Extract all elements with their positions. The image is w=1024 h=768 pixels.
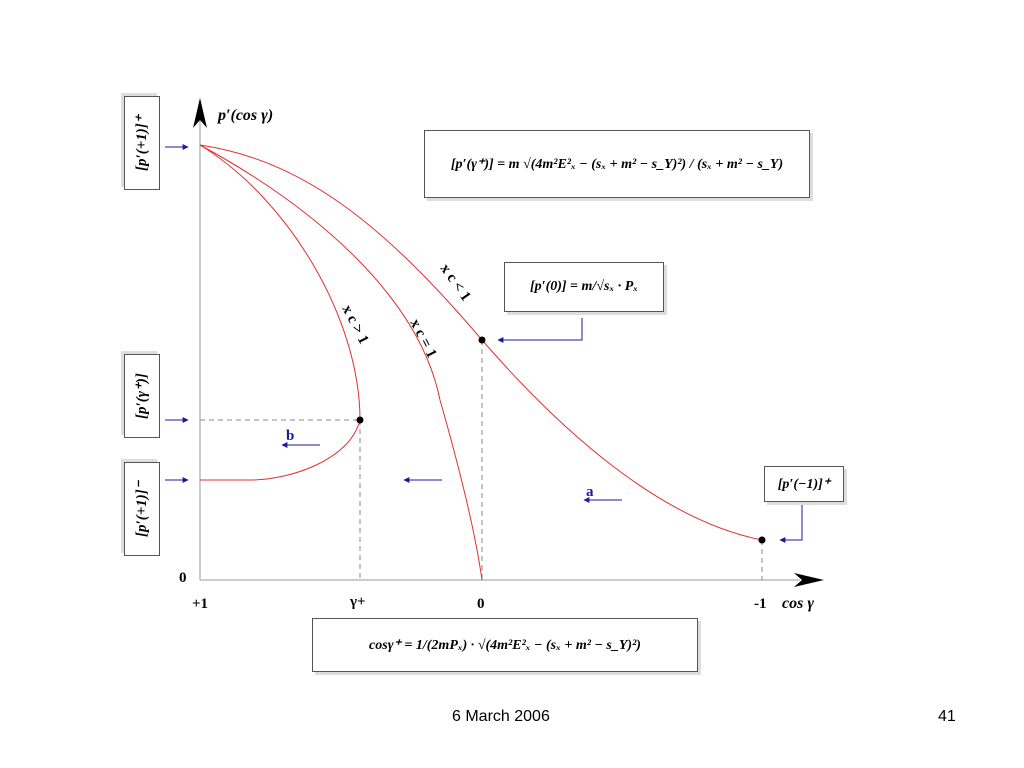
arrow-minus1-pointer bbox=[779, 505, 803, 543]
formula-p-zero: [p′(0)] = m/√sₓ · Pₓ bbox=[504, 262, 664, 312]
arrow-label-a: a bbox=[586, 484, 594, 500]
x-tick-gamma: γ+ bbox=[349, 594, 366, 610]
page-number: 41 bbox=[938, 708, 956, 725]
point-zero bbox=[478, 336, 486, 344]
x-tick-plus1: +1 bbox=[192, 596, 208, 612]
box-p-plus1-minus: [p′(+1)]⁻ bbox=[124, 462, 160, 556]
formula-cos-gamma: cosγ⁺ = 1/(2mPₓ) · √(4m²E²ₓ − (sₓ + m² −… bbox=[312, 618, 698, 672]
curve-xc-greater-1 bbox=[199, 144, 361, 481]
formula-p-gamma: [p′(γ⁺)] = m √(4m²E²ₓ − (sₓ + m² − s_Y)²… bbox=[424, 130, 810, 198]
box-p-gamma: [p′(γ⁺)] bbox=[124, 354, 160, 438]
x-tick-minus1: -1 bbox=[754, 596, 767, 612]
y-axis-arrowhead bbox=[193, 98, 207, 128]
point-minus1 bbox=[758, 536, 766, 544]
curve-label-xc-greater: x c > 1 bbox=[338, 303, 371, 347]
box-p-plus1-plus: [p′(+1)]⁺ bbox=[124, 96, 160, 190]
y-axis-label: p′(cos γ) bbox=[216, 107, 273, 124]
formula-p-minus1: [p′(−1)]⁺ bbox=[764, 466, 844, 502]
x-axis-label: cos γ bbox=[782, 595, 814, 612]
origin-label: 0 bbox=[179, 570, 187, 586]
x-axis-arrowhead bbox=[794, 573, 824, 587]
arrow-zero-pointer bbox=[497, 318, 583, 343]
arrow-label-b: b bbox=[286, 428, 294, 444]
footer-date: 6 March 2006 bbox=[452, 708, 550, 725]
curve-label-xc-less: x c < 1 bbox=[437, 261, 474, 304]
x-tick-zero: 0 bbox=[477, 596, 485, 612]
point-gamma bbox=[356, 416, 364, 424]
curve-xc-equal-1 bbox=[199, 144, 483, 581]
curve-label-xc-equal: x c = 1 bbox=[406, 317, 439, 361]
